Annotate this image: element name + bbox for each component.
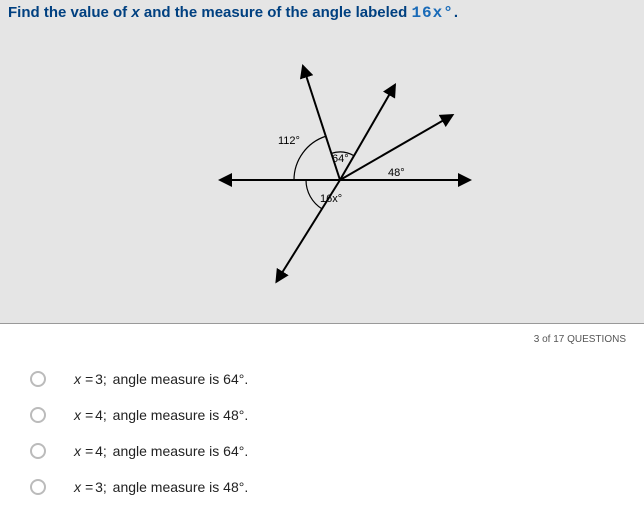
option-2[interactable]: x =4; angle measure is 64°. — [30, 443, 614, 459]
opt-sep: ; — [103, 407, 107, 423]
opt-eq-lhs: x = — [74, 443, 93, 459]
opt-sep: ; — [103, 479, 107, 495]
opt-sep: ; — [103, 371, 107, 387]
radio-icon[interactable] — [30, 407, 46, 423]
opt-eq-lhs: x = — [74, 407, 93, 423]
option-text: x =4; angle measure is 48°. — [74, 407, 248, 423]
radio-icon[interactable] — [30, 443, 46, 459]
option-text: x =3; angle measure is 64°. — [74, 371, 248, 387]
opt-eq-lhs: x = — [74, 371, 93, 387]
q-var: x — [131, 4, 139, 21]
option-text: x =3; angle measure is 48°. — [74, 479, 248, 495]
opt-eq-val: 4 — [95, 407, 103, 423]
opt-eq-val: 4 — [95, 443, 103, 459]
opt-rest: angle measure is 48°. — [109, 479, 248, 495]
opt-eq-val: 3 — [95, 371, 103, 387]
angle-label-a112: 112° — [278, 135, 300, 147]
q-expr: 16x° — [411, 4, 453, 22]
option-3[interactable]: x =3; angle measure is 48°. — [30, 479, 614, 495]
radio-icon[interactable] — [30, 371, 46, 387]
opt-rest: angle measure is 64°. — [109, 443, 248, 459]
q-prefix: Find the value of — [8, 4, 131, 21]
opt-eq-lhs: x = — [74, 479, 93, 495]
q-middle: and the measure of the angle labeled — [140, 4, 412, 21]
q-suffix: . — [454, 4, 458, 21]
answer-panel: 3 of 17 QUESTIONS x =3; angle measure is… — [0, 324, 644, 495]
option-text: x =4; angle measure is 64°. — [74, 443, 248, 459]
radio-icon[interactable] — [30, 479, 46, 495]
opt-sep: ; — [103, 443, 107, 459]
angle-label-a16x: 16x° — [320, 193, 342, 205]
question-text: Find the value of x and the measure of t… — [0, 0, 644, 26]
option-1[interactable]: x =4; angle measure is 48°. — [30, 407, 614, 423]
options-list: x =3; angle measure is 64°.x =4; angle m… — [0, 371, 644, 495]
angle-diagram-svg: 112° 64° 48° 16x° — [180, 50, 480, 310]
opt-rest: angle measure is 64°. — [109, 371, 248, 387]
angle-label-a64: 64° — [332, 153, 349, 165]
question-panel: Find the value of x and the measure of t… — [0, 0, 644, 324]
diagram: 112° 64° 48° 16x° — [180, 50, 480, 310]
opt-rest: angle measure is 48°. — [109, 407, 248, 423]
progress-text: 3 of 17 QUESTIONS — [0, 324, 644, 351]
ray — [340, 85, 395, 180]
angle-label-a48: 48° — [388, 167, 405, 179]
opt-eq-val: 3 — [95, 479, 103, 495]
option-0[interactable]: x =3; angle measure is 64°. — [30, 371, 614, 387]
